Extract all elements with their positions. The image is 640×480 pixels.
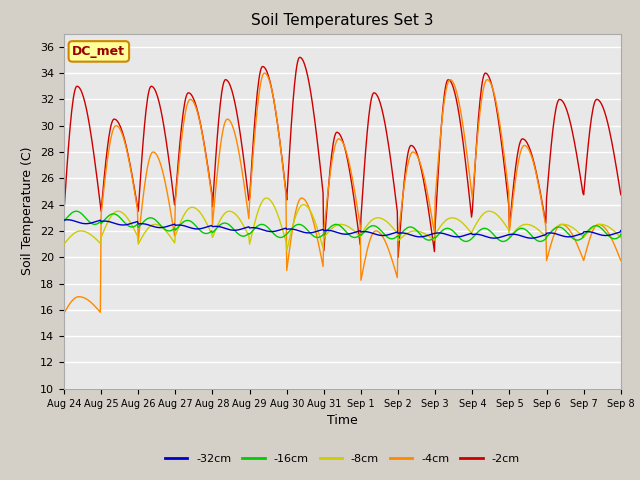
X-axis label: Time: Time [327, 414, 358, 427]
Legend: -32cm, -16cm, -8cm, -4cm, -2cm: -32cm, -16cm, -8cm, -4cm, -2cm [161, 450, 524, 468]
Text: DC_met: DC_met [72, 45, 125, 58]
Y-axis label: Soil Temperature (C): Soil Temperature (C) [22, 147, 35, 276]
Title: Soil Temperatures Set 3: Soil Temperatures Set 3 [251, 13, 434, 28]
